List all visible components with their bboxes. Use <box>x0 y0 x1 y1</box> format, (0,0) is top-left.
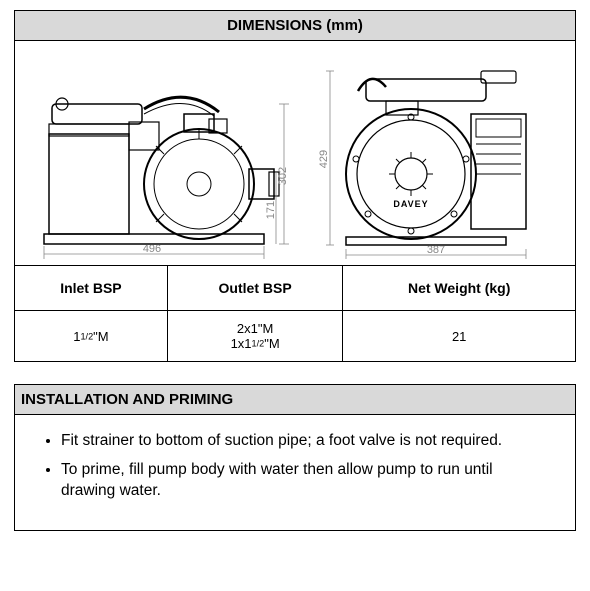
outlet-header: Outlet BSP <box>167 266 343 311</box>
front-width-dim: 387 <box>427 244 445 256</box>
outlet-line2: 1x11/2"M <box>176 336 335 351</box>
side-width-dim: 496 <box>143 243 161 255</box>
side-view-svg: 496 302 171 <box>34 64 294 259</box>
outlet-value: 2x1"M 1x11/2"M <box>167 311 343 362</box>
dimensions-title: DIMENSIONS (mm) <box>15 11 576 41</box>
brand-text: DAVEY <box>393 199 428 209</box>
drawing-wrap: 496 302 171 <box>23 47 567 259</box>
install-title: INSTALLATION AND PRIMING <box>15 385 576 415</box>
outlet-line1: 2x1"M <box>176 321 335 336</box>
front-view-svg: DAVEY <box>316 59 556 259</box>
side-view-drawing: 496 302 171 <box>34 64 294 259</box>
dimensions-table: DIMENSIONS (mm) <box>14 10 576 362</box>
inlet-header: Inlet BSP <box>15 266 168 311</box>
install-bullet-1: To prime, fill pump body with water then… <box>61 460 551 502</box>
install-bullet-0: Fit strainer to bottom of suction pipe; … <box>61 431 551 452</box>
spec-header-row: Inlet BSP Outlet BSP Net Weight (kg) <box>15 266 576 311</box>
inlet-value: 11/2"M <box>15 311 168 362</box>
front-height-dim: 429 <box>318 150 330 168</box>
side-inner-dim: 171 <box>265 201 277 219</box>
spec-value-row: 11/2"M 2x1"M 1x11/2"M 21 <box>15 311 576 362</box>
weight-header: Net Weight (kg) <box>343 266 576 311</box>
install-body: Fit strainer to bottom of suction pipe; … <box>15 415 576 531</box>
front-view-drawing: DAVEY <box>316 59 556 259</box>
drawing-cell: 496 302 171 <box>15 41 576 266</box>
weight-value: 21 <box>343 311 576 362</box>
install-list: Fit strainer to bottom of suction pipe; … <box>39 431 551 502</box>
install-table: INSTALLATION AND PRIMING Fit strainer to… <box>14 384 576 531</box>
side-height-dim: 302 <box>277 167 289 185</box>
